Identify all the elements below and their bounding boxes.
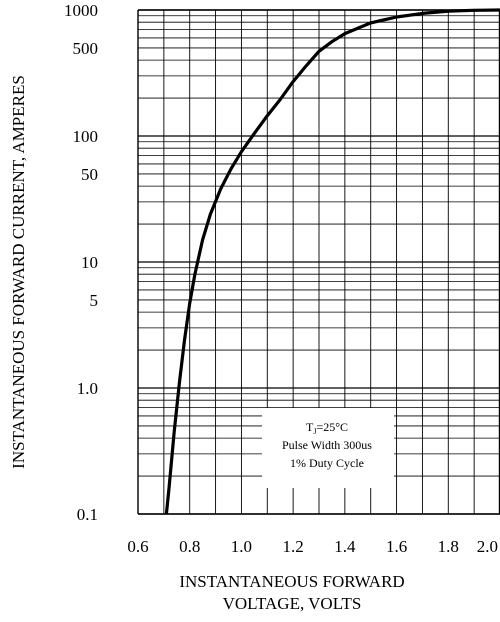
x-tick-label: 1.8 [438, 537, 459, 556]
forward-current-curve [164, 8, 500, 515]
x-tick-label: 0.8 [179, 537, 200, 556]
x-tick-label: 2.0 [477, 537, 498, 556]
x-axis-label-line2: VOLTAGE, VOLTS [223, 594, 362, 613]
y-tick-label: 100 [73, 127, 99, 146]
x-tick-label: 1.4 [334, 537, 356, 556]
test-conditions-annotation: TJ=25°C Pulse Width 300us 1% Duty Cycle [262, 408, 394, 488]
y-axis-label: INSTANTANEOUS FORWARD CURRENT, AMPERES [9, 75, 28, 469]
y-tick-label: 10 [81, 253, 98, 272]
y-tick-label: 500 [73, 39, 99, 58]
y-tick-label: 1000 [64, 1, 98, 20]
x-tick-label: 0.6 [127, 537, 148, 556]
x-tick-labels: 0.6 0.8 1.0 1.2 1.4 1.6 1.8 2.0 [127, 537, 498, 556]
y-tick-label: 1.0 [77, 379, 98, 398]
y-tick-label: 50 [81, 165, 98, 184]
x-tick-label: 1.0 [231, 537, 252, 556]
x-tick-label: 1.6 [386, 537, 407, 556]
y-tick-labels: 0.1 1.0 5 10 50 100 500 1000 [64, 1, 98, 524]
x-axis-label-line1: INSTANTANEOUS FORWARD [179, 572, 404, 591]
annotation-tj: TJ=25°C [306, 420, 348, 436]
y-tick-label: 5 [90, 291, 99, 310]
annotation-duty-cycle: 1% Duty Cycle [290, 456, 364, 470]
x-tick-label: 1.2 [283, 537, 304, 556]
y-tick-label: 0.1 [77, 505, 98, 524]
annotation-pulse-width: Pulse Width 300us [282, 438, 372, 452]
annotation-box [262, 408, 394, 488]
